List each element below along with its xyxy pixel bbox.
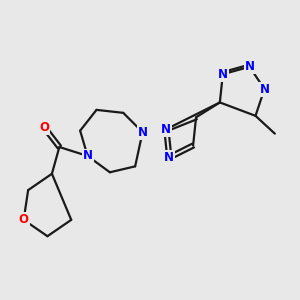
Text: N: N xyxy=(138,126,148,139)
Text: N: N xyxy=(244,60,255,73)
Text: N: N xyxy=(82,149,93,162)
Text: N: N xyxy=(218,68,228,81)
Text: O: O xyxy=(40,121,50,134)
Text: O: O xyxy=(19,213,29,226)
Text: N: N xyxy=(260,82,269,96)
Text: N: N xyxy=(161,123,171,136)
Text: N: N xyxy=(164,151,174,164)
